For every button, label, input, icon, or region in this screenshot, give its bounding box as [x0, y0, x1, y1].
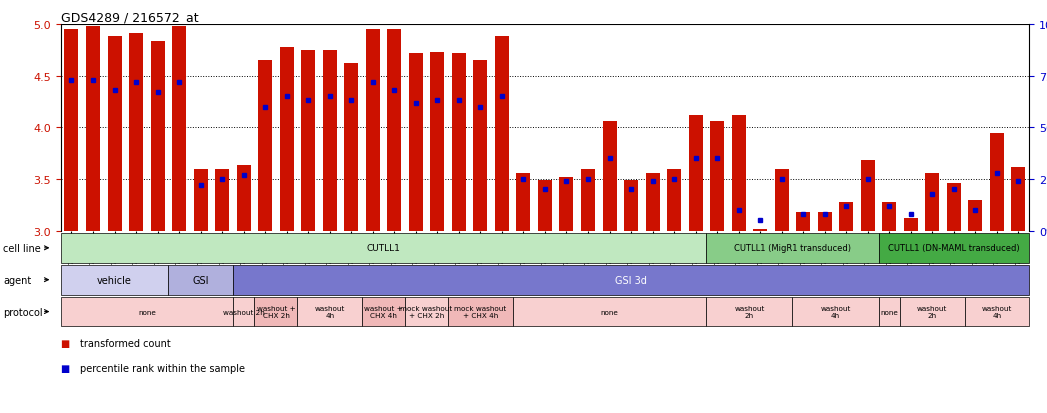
Bar: [946, 184, 961, 231]
Text: CUTLL1 (MigR1 transduced): CUTLL1 (MigR1 transduced): [734, 244, 851, 253]
Bar: [689, 116, 703, 231]
Text: washout
4h: washout 4h: [982, 306, 1012, 318]
Bar: [646, 173, 660, 231]
Bar: [883, 202, 896, 231]
Bar: [237, 165, 250, 231]
Bar: [408, 54, 423, 231]
Text: washout 2h: washout 2h: [223, 309, 265, 315]
Bar: [344, 64, 358, 231]
Text: ■: ■: [61, 363, 73, 373]
Bar: [452, 54, 466, 231]
Bar: [538, 181, 552, 231]
Text: none: none: [138, 309, 156, 315]
Bar: [151, 43, 164, 231]
Bar: [387, 30, 401, 231]
Bar: [495, 37, 509, 231]
Text: mock washout
+ CHX 4h: mock washout + CHX 4h: [454, 306, 507, 318]
Text: none: none: [881, 309, 898, 315]
Bar: [624, 181, 638, 231]
Bar: [516, 173, 531, 231]
Text: washout
4h: washout 4h: [314, 306, 344, 318]
Bar: [968, 200, 982, 231]
Text: percentile rank within the sample: percentile rank within the sample: [80, 363, 245, 373]
Bar: [302, 51, 315, 231]
Bar: [1011, 167, 1025, 231]
Bar: [732, 116, 745, 231]
Bar: [926, 173, 939, 231]
Text: mock washout
+ CHX 2h: mock washout + CHX 2h: [400, 306, 452, 318]
Bar: [818, 213, 831, 231]
Text: GSI: GSI: [193, 275, 208, 285]
Bar: [989, 133, 1004, 231]
Text: GDS4289 / 216572_at: GDS4289 / 216572_at: [61, 11, 198, 24]
Bar: [65, 30, 79, 231]
Text: CUTLL1: CUTLL1: [366, 244, 401, 253]
Bar: [194, 169, 207, 231]
Bar: [581, 169, 595, 231]
Bar: [710, 122, 725, 231]
Bar: [108, 37, 121, 231]
Bar: [365, 30, 380, 231]
Bar: [775, 169, 788, 231]
Text: washout
2h: washout 2h: [734, 306, 764, 318]
Text: washout
2h: washout 2h: [917, 306, 948, 318]
Text: cell line: cell line: [3, 243, 41, 253]
Bar: [322, 51, 337, 231]
Bar: [280, 47, 294, 231]
Text: transformed count: transformed count: [80, 338, 171, 348]
Bar: [559, 178, 574, 231]
Text: washout
4h: washout 4h: [820, 306, 851, 318]
Text: agent: agent: [3, 275, 31, 285]
Text: vehicle: vehicle: [97, 275, 132, 285]
Text: CUTLL1 (DN-MAML transduced): CUTLL1 (DN-MAML transduced): [888, 244, 1020, 253]
Text: washout +
CHX 4h: washout + CHX 4h: [364, 306, 403, 318]
Bar: [172, 27, 186, 231]
Bar: [602, 122, 617, 231]
Bar: [904, 219, 918, 231]
Text: protocol: protocol: [3, 307, 43, 317]
Bar: [86, 27, 101, 231]
Bar: [667, 169, 682, 231]
Bar: [129, 34, 143, 231]
Text: GSI 3d: GSI 3d: [616, 275, 647, 285]
Bar: [259, 61, 272, 231]
Bar: [753, 229, 767, 231]
Bar: [473, 61, 488, 231]
Bar: [215, 169, 229, 231]
Text: ■: ■: [61, 338, 73, 348]
Bar: [861, 161, 875, 231]
Bar: [840, 202, 853, 231]
Bar: [430, 52, 444, 231]
Bar: [796, 213, 810, 231]
Text: none: none: [601, 309, 619, 315]
Text: washout +
CHX 2h: washout + CHX 2h: [257, 306, 295, 318]
